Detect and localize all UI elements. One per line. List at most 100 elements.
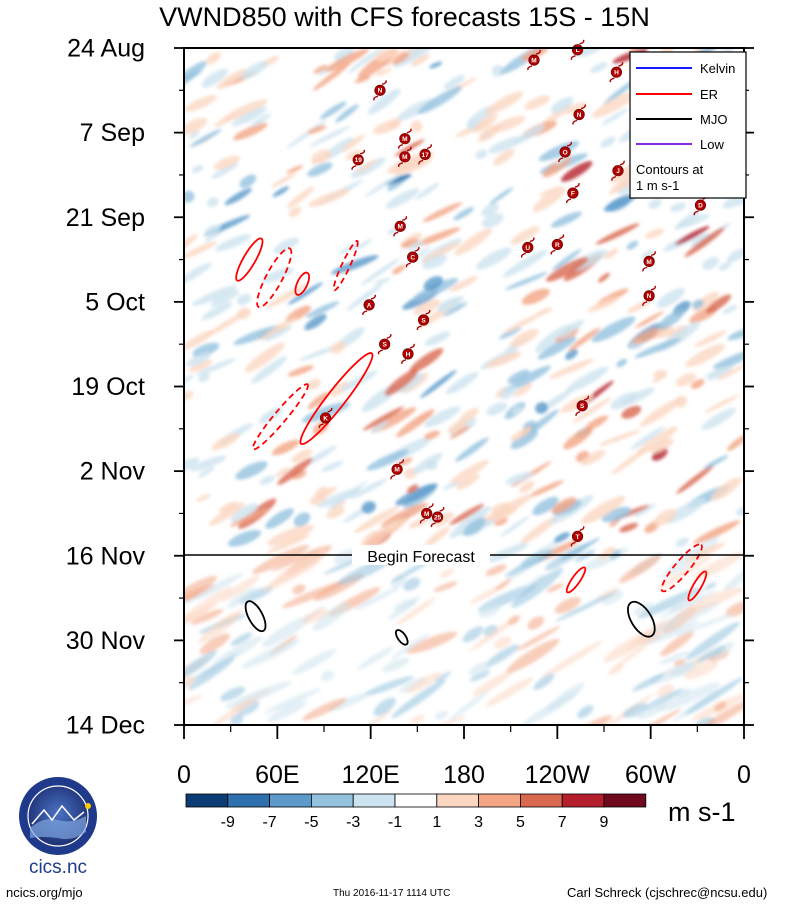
anomaly-blob <box>656 555 713 591</box>
anomaly-blob <box>520 409 560 440</box>
anomaly-blob <box>520 549 554 568</box>
storm-marker-arm <box>618 61 624 67</box>
storm-marker-arm <box>381 80 387 85</box>
colorbar-label: 3 <box>474 814 483 831</box>
anomaly-blob <box>223 99 268 121</box>
anomaly-blob <box>610 392 638 410</box>
anomaly-blob <box>397 457 413 467</box>
storm-marker-arm <box>351 165 357 171</box>
anomaly-blob <box>266 284 308 309</box>
storm-marker-dot <box>610 66 623 78</box>
storm-marker: M <box>419 503 434 524</box>
anomaly-blob <box>196 358 237 376</box>
anomaly-blob <box>198 372 210 383</box>
storm-marker-label: S <box>580 403 585 410</box>
anomaly-blob <box>340 370 378 392</box>
y-tick-label: 21 Sep <box>66 204 145 232</box>
anomaly-blob <box>618 554 661 583</box>
anomaly-blob <box>485 352 522 368</box>
anomaly-blob <box>197 466 215 478</box>
colorbar-swatch <box>269 793 312 808</box>
er-contour <box>565 566 587 594</box>
storm-marker-label: K <box>323 415 328 422</box>
anomaly-blob <box>330 341 346 354</box>
anomaly-blob <box>287 365 314 377</box>
anomaly-blob <box>565 349 578 360</box>
anomaly-blob <box>393 48 437 68</box>
anomaly-blob <box>601 108 629 126</box>
anomaly-blob <box>373 697 396 716</box>
storm-marker-dot <box>419 148 431 160</box>
anomaly-blob <box>307 392 329 410</box>
storm-marker: S <box>377 333 392 355</box>
y-axis: 24 Aug 7 Sep 21 Sep 5 Oct 19 Oct 2 Nov 16 Nov 3… <box>66 35 754 740</box>
anomaly-blob <box>206 197 219 207</box>
anomaly-blob <box>195 494 211 502</box>
anomaly-blob <box>727 434 744 451</box>
anomaly-blob <box>493 149 515 166</box>
anomaly-blob <box>198 611 241 644</box>
storm-marker: M <box>398 128 412 149</box>
anomaly-blob <box>475 247 512 270</box>
y-tick-label: 19 Oct <box>71 373 145 401</box>
anomaly-blob <box>453 207 475 221</box>
anomaly-blob <box>353 238 373 251</box>
storm-marker: A <box>362 294 376 316</box>
anomaly-blob <box>264 688 321 714</box>
anomaly-blob <box>227 587 257 609</box>
anomaly-blob <box>355 159 377 174</box>
cics-nc-logo: cics.nc <box>19 777 97 878</box>
anomaly-blob <box>396 98 435 121</box>
anomaly-blob <box>627 300 651 313</box>
anomaly-blob <box>208 502 245 526</box>
anomaly-blob <box>390 632 430 660</box>
anomaly-blob <box>449 690 490 721</box>
anomaly-blob <box>505 471 533 485</box>
footer-author: Carl Schreck (cjschrec@ncsu.edu) <box>567 885 768 900</box>
anomaly-blob <box>194 572 243 600</box>
anomaly-blob <box>684 227 725 258</box>
storm-marker-arm <box>570 55 576 61</box>
anomaly-blob <box>424 406 461 428</box>
anomaly-blob <box>685 542 726 563</box>
storm-marker-arm <box>401 359 407 365</box>
storm-marker: F <box>566 182 580 204</box>
legend-label-low: Low <box>700 137 724 152</box>
anomaly-blob <box>616 358 628 368</box>
anomaly-blob <box>693 330 727 348</box>
colorbar-swatch <box>352 793 396 808</box>
storm-marker: N <box>572 104 586 125</box>
anomaly-blob <box>211 636 263 668</box>
storm-marker-label: C <box>410 255 415 262</box>
storm-marker: C <box>405 246 420 268</box>
anomaly-blob <box>598 272 610 283</box>
anomaly-blob <box>526 574 546 589</box>
anomaly-blob <box>251 356 287 384</box>
anomaly-blob <box>330 501 346 510</box>
anomaly-blob <box>657 309 685 330</box>
anomaly-blob <box>184 329 215 350</box>
y-tick-label: 5 Oct <box>85 288 145 316</box>
anomaly-blob <box>623 703 649 718</box>
storm-marker-arm <box>527 65 533 71</box>
storm-marker-label: H <box>406 351 411 358</box>
anomaly-blob <box>304 314 327 331</box>
storm-marker-label: M <box>402 136 407 143</box>
anomaly-blob <box>192 285 238 306</box>
anomaly-blob <box>660 631 694 657</box>
anomaly-blob <box>312 61 351 91</box>
anomaly-blob <box>608 664 624 676</box>
storm-marker-arm <box>327 407 333 413</box>
anomaly-blob <box>621 405 642 419</box>
storm-marker-arm <box>377 349 383 355</box>
anomaly-blob <box>411 53 431 67</box>
anomaly-blob <box>712 348 744 369</box>
storm-marker-arm <box>558 157 564 163</box>
anomaly-blob <box>406 672 442 694</box>
anomaly-blob <box>309 125 351 147</box>
y-tick-label: 14 Dec <box>66 712 145 740</box>
anomaly-blob <box>233 325 281 345</box>
mjo-contour <box>244 600 267 633</box>
anomaly-blob <box>347 48 384 74</box>
mjo-contour <box>627 600 656 638</box>
